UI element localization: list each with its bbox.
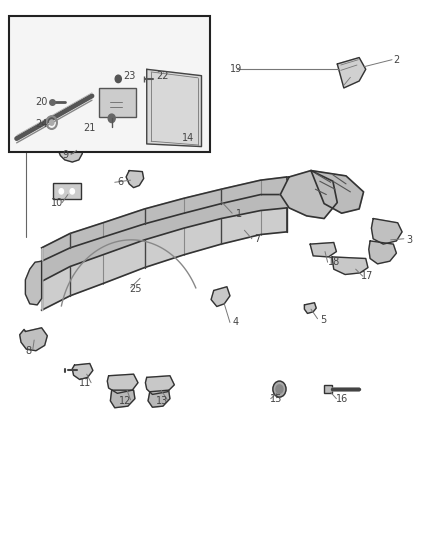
Polygon shape [145,376,174,394]
Bar [324,385,332,393]
Polygon shape [110,390,135,408]
Text: 18: 18 [328,257,340,267]
Polygon shape [332,257,368,274]
Text: 16: 16 [336,394,348,403]
Text: 3: 3 [406,235,413,245]
Circle shape [59,189,64,194]
Text: 25: 25 [130,284,142,294]
Circle shape [115,75,121,83]
Text: 22: 22 [156,71,168,80]
Polygon shape [280,171,337,219]
Text: 23: 23 [123,71,135,80]
Text: 11: 11 [79,378,92,387]
Polygon shape [304,303,316,313]
Circle shape [70,189,74,194]
Text: 24: 24 [35,119,48,128]
Text: 8: 8 [25,346,32,356]
Polygon shape [42,177,287,261]
Text: 5: 5 [320,315,326,325]
Polygon shape [147,69,201,147]
Text: 1: 1 [236,209,242,219]
Polygon shape [126,171,144,188]
Bar [9,16,210,152]
Text: 13: 13 [156,396,168,406]
Circle shape [70,147,75,154]
Circle shape [276,385,283,393]
Polygon shape [369,241,396,264]
Polygon shape [58,140,82,162]
Bar [99,88,136,117]
Polygon shape [310,243,336,257]
Polygon shape [211,287,230,306]
Bar [53,183,81,199]
Text: 17: 17 [361,271,373,281]
Polygon shape [42,195,287,310]
Text: 21: 21 [84,123,96,133]
Polygon shape [371,219,402,244]
Polygon shape [337,58,366,88]
Text: 12: 12 [119,396,131,406]
Polygon shape [161,139,188,152]
Text: 19: 19 [230,64,243,74]
Text: 14: 14 [182,133,194,142]
Circle shape [273,381,286,397]
Polygon shape [20,328,47,351]
Text: 9: 9 [63,150,69,159]
Circle shape [49,120,54,125]
Text: 10: 10 [51,198,63,207]
Text: 2: 2 [393,55,399,64]
Polygon shape [107,374,138,393]
Polygon shape [148,390,170,407]
Polygon shape [25,261,42,305]
Text: 7: 7 [254,234,261,244]
Polygon shape [72,364,93,379]
Polygon shape [311,171,364,213]
Polygon shape [42,177,287,281]
Text: 20: 20 [35,98,48,107]
Text: 4: 4 [233,318,239,327]
Text: 6: 6 [117,177,124,187]
Text: 15: 15 [270,394,282,403]
Circle shape [108,114,115,123]
